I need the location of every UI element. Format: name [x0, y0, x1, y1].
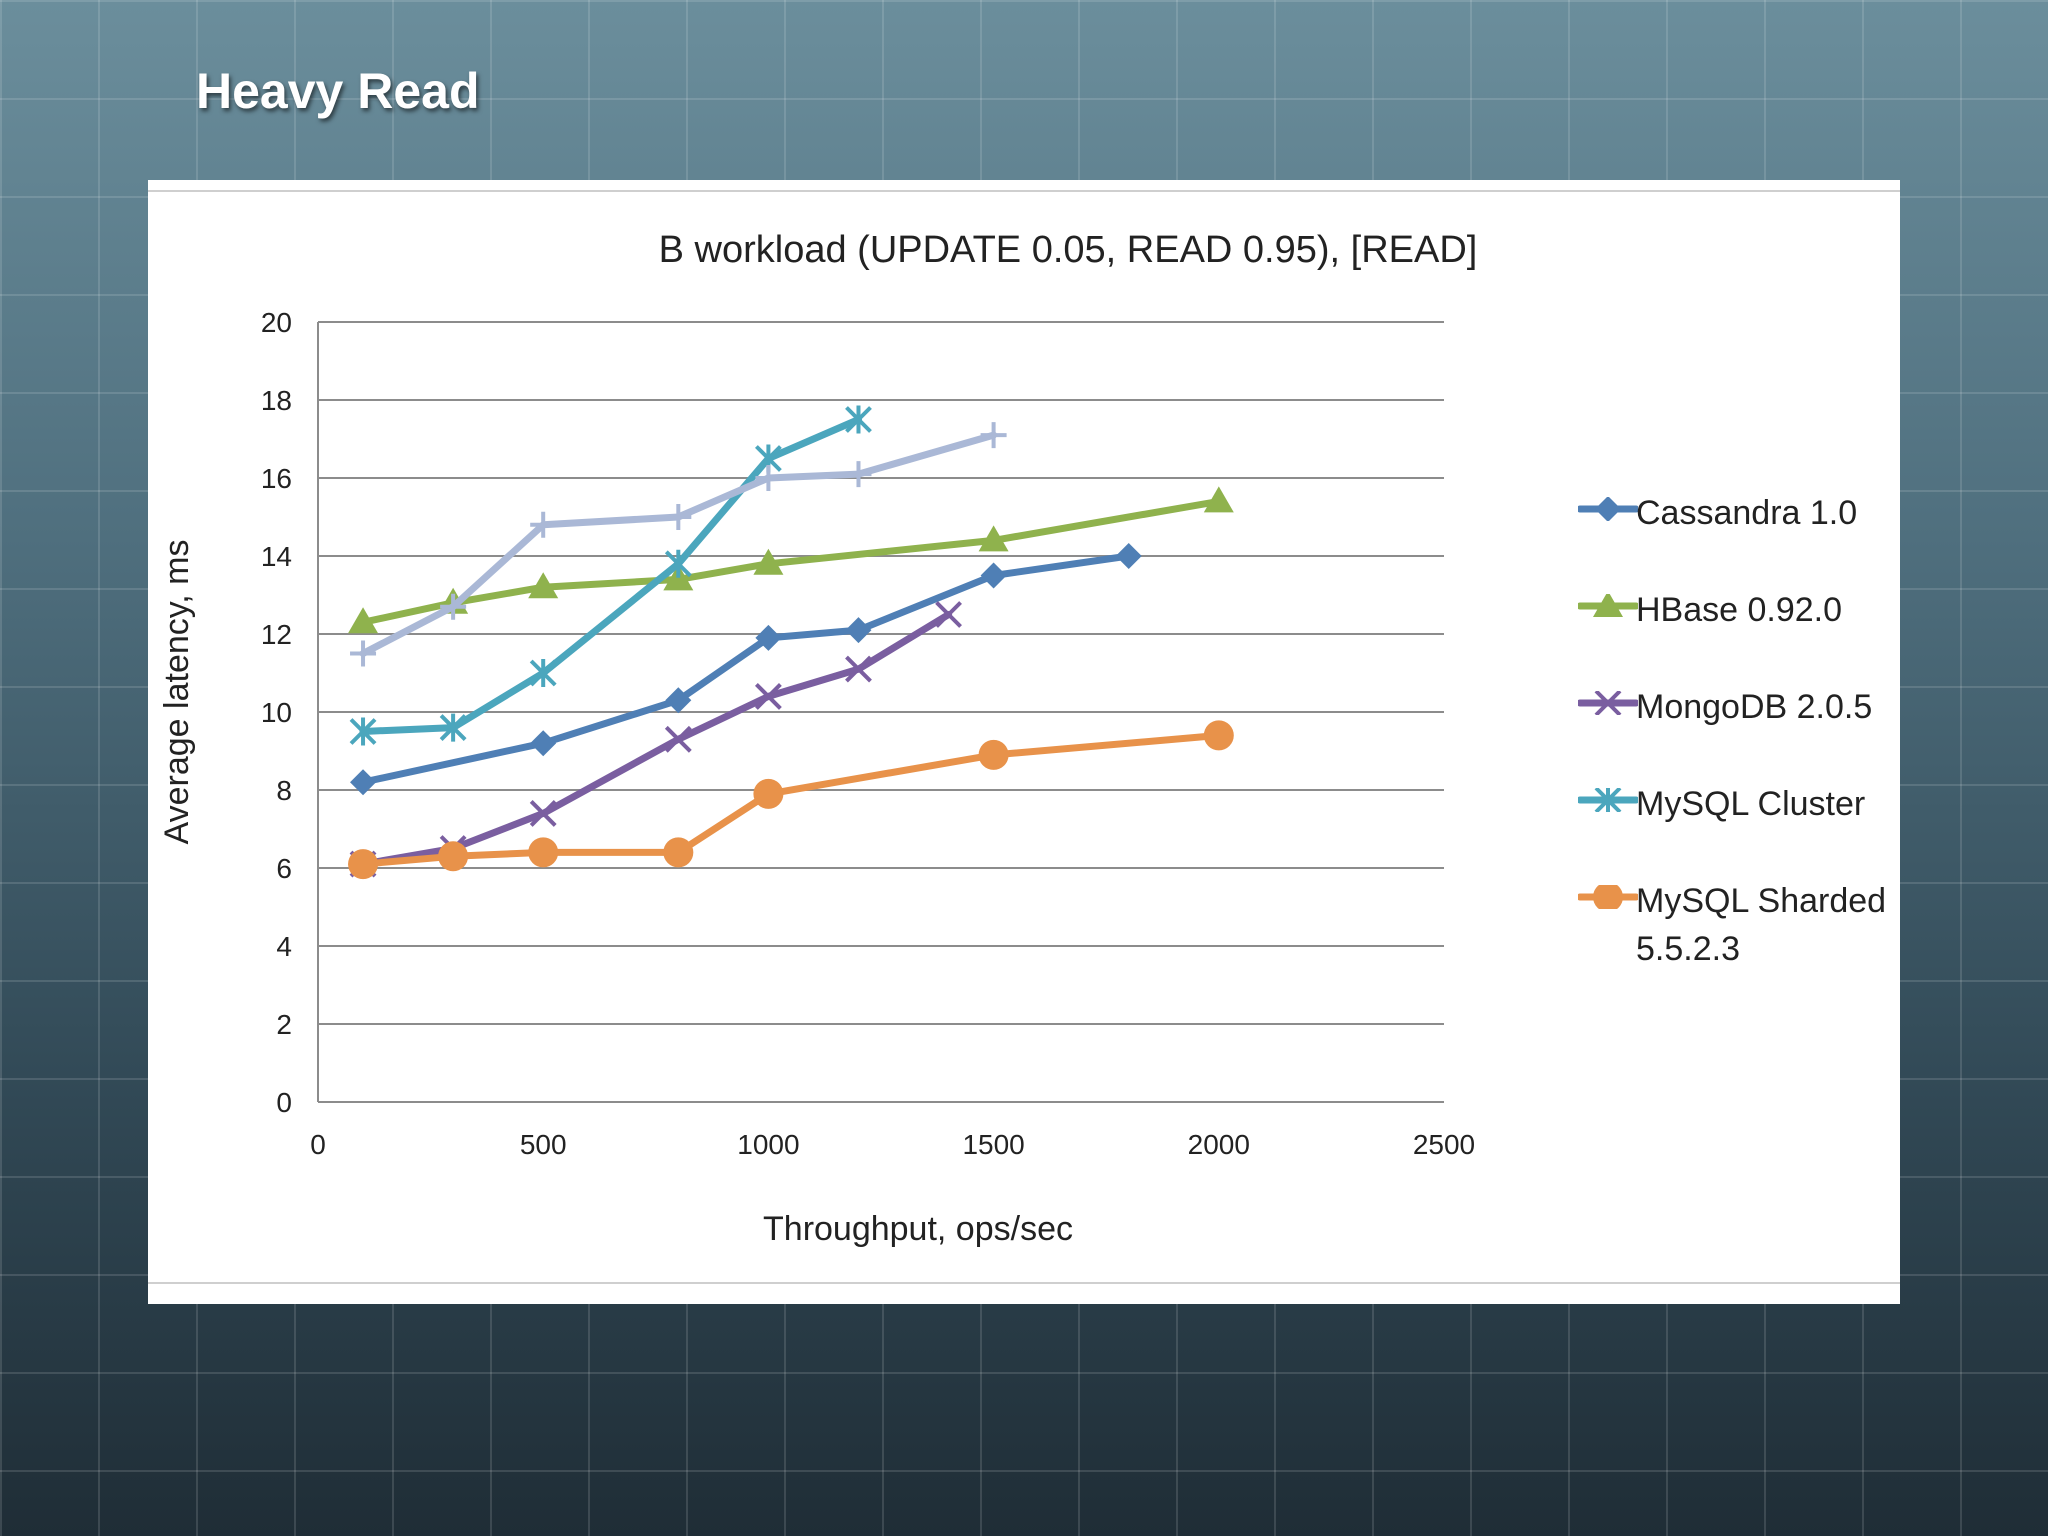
series-mysql-cluster [349, 405, 872, 746]
point-marker [440, 593, 467, 620]
y-tick-label: 16 [261, 463, 292, 494]
x-tick-label: 0 [310, 1129, 326, 1160]
legend-swatch [1578, 594, 1638, 617]
legend-item: MySQL Cluster [1578, 776, 1898, 873]
chart-svg: B workload (UPDATE 0.05, READ 0.95), [RE… [158, 229, 1478, 1248]
slide-title: Heavy Read [196, 63, 480, 119]
point-marker [439, 713, 467, 742]
y-axis-label: Average latency, ms [158, 540, 196, 845]
chart-panel: B workload (UPDATE 0.05, READ 0.95), [RE… [148, 180, 1900, 1304]
series-cassandra-1-0 [350, 543, 1142, 796]
point-marker [350, 640, 377, 667]
panel-top-rule [148, 190, 1900, 192]
point-marker [845, 405, 872, 434]
y-tick-label: 2 [276, 1009, 292, 1040]
legend-swatch [1578, 497, 1638, 521]
y-tick-label: 6 [276, 853, 292, 884]
y-tick-label: 20 [261, 307, 292, 338]
y-tick-label: 18 [261, 385, 292, 416]
point-marker [1593, 885, 1623, 909]
legend-swatch [1578, 691, 1638, 715]
point-marker [1594, 788, 1622, 812]
legend-label: MongoDB 2.0.5 [1636, 688, 1873, 726]
x-tick-label: 1000 [737, 1129, 799, 1160]
point-marker [980, 422, 1007, 449]
point-marker [1593, 594, 1623, 617]
series-mysql-sharded-5-5-2-3 [348, 720, 1234, 880]
point-marker [529, 659, 557, 687]
chart-title: B workload (UPDATE 0.05, READ 0.95), [RE… [659, 229, 1478, 271]
point-marker [753, 778, 784, 809]
point-marker [755, 624, 782, 651]
y-tick-label: 4 [276, 931, 292, 962]
point-marker [350, 769, 377, 796]
legend-item: MySQL Sharded 5.5.2.3 [1578, 873, 1898, 970]
x-tick-label: 1500 [962, 1129, 1024, 1160]
legend-item: MongoDB 2.0.5 [1578, 679, 1898, 776]
point-marker [664, 725, 692, 753]
y-tick-label: 0 [276, 1087, 292, 1118]
point-marker [530, 511, 557, 538]
point-marker [845, 617, 872, 644]
series-unlabeled [350, 422, 1007, 667]
x-tick-label: 2500 [1413, 1129, 1475, 1160]
legend-label: MySQL Cluster [1636, 785, 1866, 823]
point-marker [1115, 543, 1142, 569]
legend-label: Cassandra 1.0 [1636, 494, 1858, 532]
y-tick-label: 8 [276, 775, 292, 806]
legend-swatch [1578, 788, 1638, 812]
series-layer [348, 405, 1234, 880]
x-tick-label: 500 [520, 1129, 567, 1160]
point-marker [978, 525, 1009, 552]
series-line-mongodb-2-0-5 [359, 611, 953, 868]
panel-bottom-rule [148, 1282, 1900, 1284]
point-marker [348, 607, 379, 634]
point-marker [755, 465, 782, 491]
point-marker [1203, 720, 1234, 751]
legend-item: HBase 0.92.0 [1578, 582, 1898, 679]
y-tick-label: 10 [261, 697, 292, 728]
point-marker [753, 548, 784, 575]
y-tick-label: 14 [261, 541, 292, 572]
point-marker [935, 601, 962, 628]
point-marker [980, 562, 1007, 589]
legend-item: Cassandra 1.0 [1578, 485, 1898, 582]
point-marker [845, 461, 872, 488]
point-marker [978, 739, 1009, 770]
point-marker [845, 655, 872, 683]
grid-layer [318, 321, 1444, 1103]
point-marker [663, 837, 694, 868]
series-line-unlabeled [359, 431, 998, 657]
point-marker [348, 849, 379, 880]
point-marker [529, 799, 557, 827]
point-marker [665, 504, 692, 530]
point-marker [665, 687, 692, 714]
point-marker [1203, 486, 1234, 513]
point-marker [664, 549, 692, 578]
point-marker [349, 717, 377, 746]
point-marker [530, 730, 557, 757]
legend-swatch [1578, 885, 1638, 909]
point-marker [1595, 497, 1621, 521]
point-marker [1594, 691, 1622, 715]
series-line-cassandra-1-0 [359, 552, 1133, 786]
legend-label: MySQL Sharded 5.5.2.3 [1636, 882, 1887, 968]
point-marker [754, 682, 782, 710]
x-tick-label: 2000 [1188, 1129, 1250, 1160]
chart-legend: Cassandra 1.0 HBase 0.92.0 MongoDB 2.0.5 My… [1578, 485, 1898, 970]
point-marker [528, 837, 559, 868]
series-line-mysql-cluster [359, 416, 862, 735]
point-marker [528, 572, 559, 599]
point-marker [438, 841, 469, 872]
x-axis-label: Throughput, ops/sec [763, 1210, 1073, 1248]
y-tick-label: 12 [261, 619, 292, 650]
legend-label: HBase 0.92.0 [1636, 591, 1843, 629]
axis-layer: 0 2 4 6 8 10 12 14 16 18 20 0 500 1000 1500 2000 2500 [261, 307, 1475, 1160]
